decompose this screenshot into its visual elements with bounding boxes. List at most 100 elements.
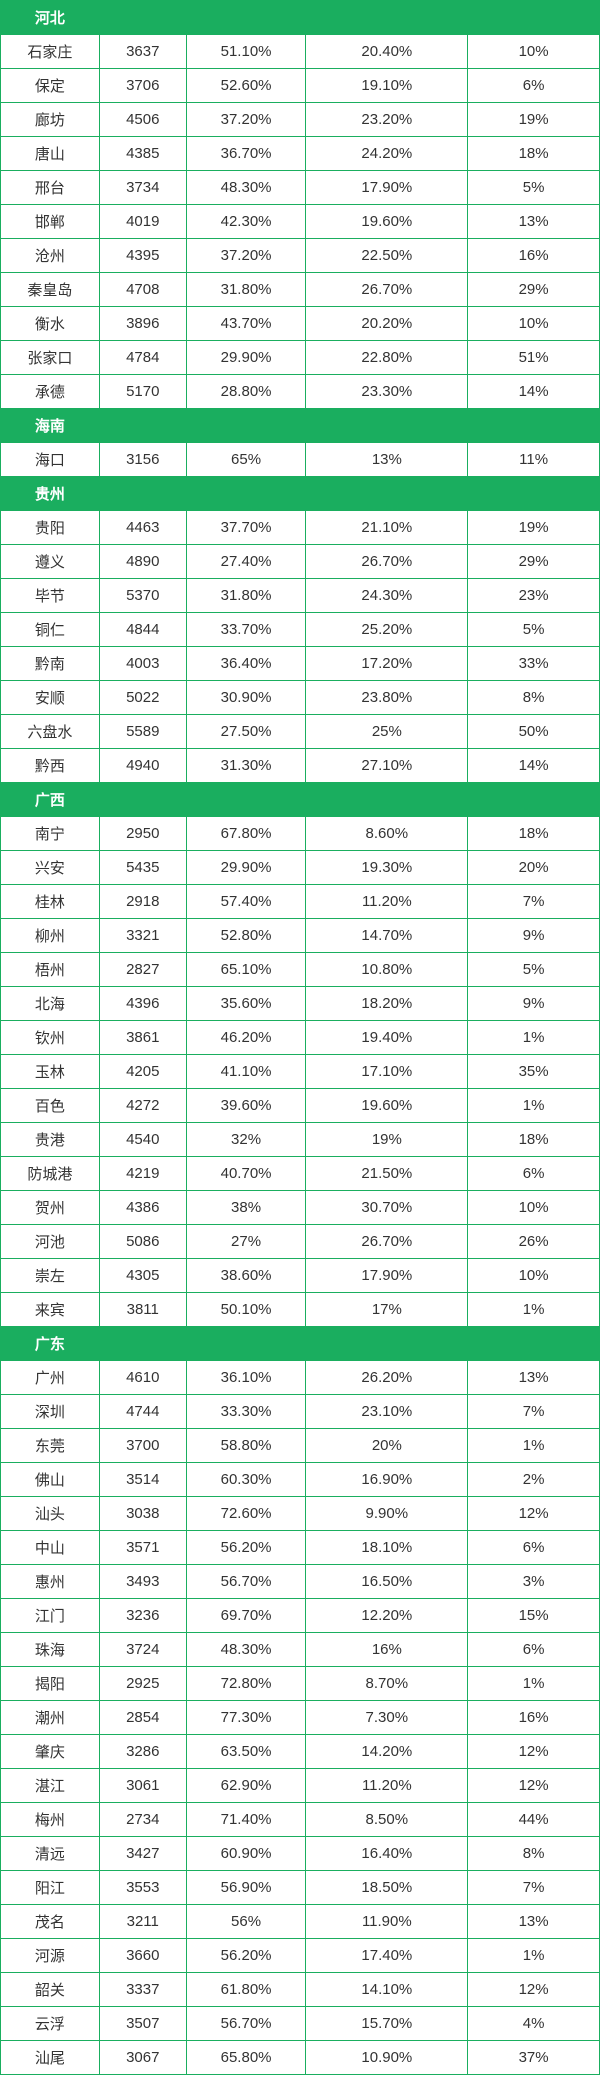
table-row: 崇左430538.60%17.90%10% (1, 1259, 600, 1293)
pct2-cell: 14.10% (306, 1973, 468, 2007)
pct1-cell: 30.90% (186, 681, 306, 715)
city-cell: 保定 (1, 69, 100, 103)
pct1-cell: 56.70% (186, 2007, 306, 2041)
table-row: 安顺502230.90%23.80%8% (1, 681, 600, 715)
pct3-cell: 4% (468, 2007, 600, 2041)
pct3-cell: 50% (468, 715, 600, 749)
table-row: 江门323669.70%12.20%15% (1, 1599, 600, 1633)
city-cell: 深圳 (1, 1395, 100, 1429)
pct2-cell: 19.30% (306, 851, 468, 885)
pct3-cell: 1% (468, 1021, 600, 1055)
value-cell: 4890 (99, 545, 186, 579)
value-cell: 3514 (99, 1463, 186, 1497)
pct2-cell: 8.60% (306, 817, 468, 851)
pct3-cell: 14% (468, 749, 600, 783)
table-row: 六盘水558927.50%25%50% (1, 715, 600, 749)
pct3-cell: 19% (468, 511, 600, 545)
pct2-cell: 24.30% (306, 579, 468, 613)
city-cell: 邢台 (1, 171, 100, 205)
value-cell: 5086 (99, 1225, 186, 1259)
pct1-cell: 35.60% (186, 987, 306, 1021)
city-cell: 揭阳 (1, 1667, 100, 1701)
empty-header-cell (468, 477, 600, 511)
pct2-cell: 23.10% (306, 1395, 468, 1429)
value-cell: 4205 (99, 1055, 186, 1089)
table-row: 钦州386146.20%19.40%1% (1, 1021, 600, 1055)
pct3-cell: 6% (468, 1157, 600, 1191)
pct2-cell: 16.40% (306, 1837, 468, 1871)
city-cell: 遵义 (1, 545, 100, 579)
city-cell: 柳州 (1, 919, 100, 953)
pct3-cell: 5% (468, 171, 600, 205)
pct1-cell: 39.60% (186, 1089, 306, 1123)
empty-header-cell (186, 1327, 306, 1361)
pct2-cell: 17.20% (306, 647, 468, 681)
value-cell: 3896 (99, 307, 186, 341)
pct1-cell: 56.90% (186, 1871, 306, 1905)
pct1-cell: 36.40% (186, 647, 306, 681)
value-cell: 3637 (99, 35, 186, 69)
pct3-cell: 14% (468, 375, 600, 409)
value-cell: 4784 (99, 341, 186, 375)
pct2-cell: 22.80% (306, 341, 468, 375)
value-cell: 4395 (99, 239, 186, 273)
empty-header-cell (468, 1327, 600, 1361)
pct3-cell: 19% (468, 103, 600, 137)
pct3-cell: 23% (468, 579, 600, 613)
city-cell: 南宁 (1, 817, 100, 851)
pct1-cell: 50.10% (186, 1293, 306, 1327)
pct3-cell: 8% (468, 681, 600, 715)
pct1-cell: 29.90% (186, 341, 306, 375)
pct2-cell: 23.30% (306, 375, 468, 409)
table-row: 珠海372448.30%16%6% (1, 1633, 600, 1667)
city-cell: 防城港 (1, 1157, 100, 1191)
city-cell: 佛山 (1, 1463, 100, 1497)
pct1-cell: 31.30% (186, 749, 306, 783)
pct2-cell: 7.30% (306, 1701, 468, 1735)
pct3-cell: 1% (468, 1429, 600, 1463)
value-cell: 3211 (99, 1905, 186, 1939)
table-row: 海口315665%13%11% (1, 443, 600, 477)
city-cell: 中山 (1, 1531, 100, 1565)
empty-header-cell (306, 477, 468, 511)
city-cell: 广州 (1, 1361, 100, 1395)
value-cell: 3321 (99, 919, 186, 953)
table-row: 张家口478429.90%22.80%51% (1, 341, 600, 375)
table-row: 黔南400336.40%17.20%33% (1, 647, 600, 681)
city-cell: 梅州 (1, 1803, 100, 1837)
city-cell: 汕尾 (1, 2041, 100, 2075)
empty-header-cell (306, 783, 468, 817)
city-cell: 河源 (1, 1939, 100, 1973)
pct3-cell: 37% (468, 2041, 600, 2075)
pct1-cell: 60.30% (186, 1463, 306, 1497)
table-row: 柳州332152.80%14.70%9% (1, 919, 600, 953)
value-cell: 3724 (99, 1633, 186, 1667)
table-row: 遵义489027.40%26.70%29% (1, 545, 600, 579)
city-cell: 沧州 (1, 239, 100, 273)
pct3-cell: 10% (468, 1191, 600, 1225)
value-cell: 4463 (99, 511, 186, 545)
pct3-cell: 13% (468, 1361, 600, 1395)
value-cell: 3061 (99, 1769, 186, 1803)
pct3-cell: 18% (468, 137, 600, 171)
pct2-cell: 18.50% (306, 1871, 468, 1905)
pct2-cell: 11.20% (306, 1769, 468, 1803)
pct3-cell: 6% (468, 1531, 600, 1565)
pct1-cell: 31.80% (186, 273, 306, 307)
pct3-cell: 12% (468, 1497, 600, 1531)
pct3-cell: 6% (468, 69, 600, 103)
table-row: 广州461036.10%26.20%13% (1, 1361, 600, 1395)
table-row: 承德517028.80%23.30%14% (1, 375, 600, 409)
empty-header-cell (99, 1327, 186, 1361)
value-cell: 3493 (99, 1565, 186, 1599)
pct2-cell: 26.20% (306, 1361, 468, 1395)
empty-header-cell (306, 409, 468, 443)
pct1-cell: 58.80% (186, 1429, 306, 1463)
pct2-cell: 26.70% (306, 273, 468, 307)
value-cell: 4610 (99, 1361, 186, 1395)
value-cell: 4386 (99, 1191, 186, 1225)
pct1-cell: 31.80% (186, 579, 306, 613)
pct3-cell: 5% (468, 613, 600, 647)
city-cell: 黔西 (1, 749, 100, 783)
pct2-cell: 19.10% (306, 69, 468, 103)
